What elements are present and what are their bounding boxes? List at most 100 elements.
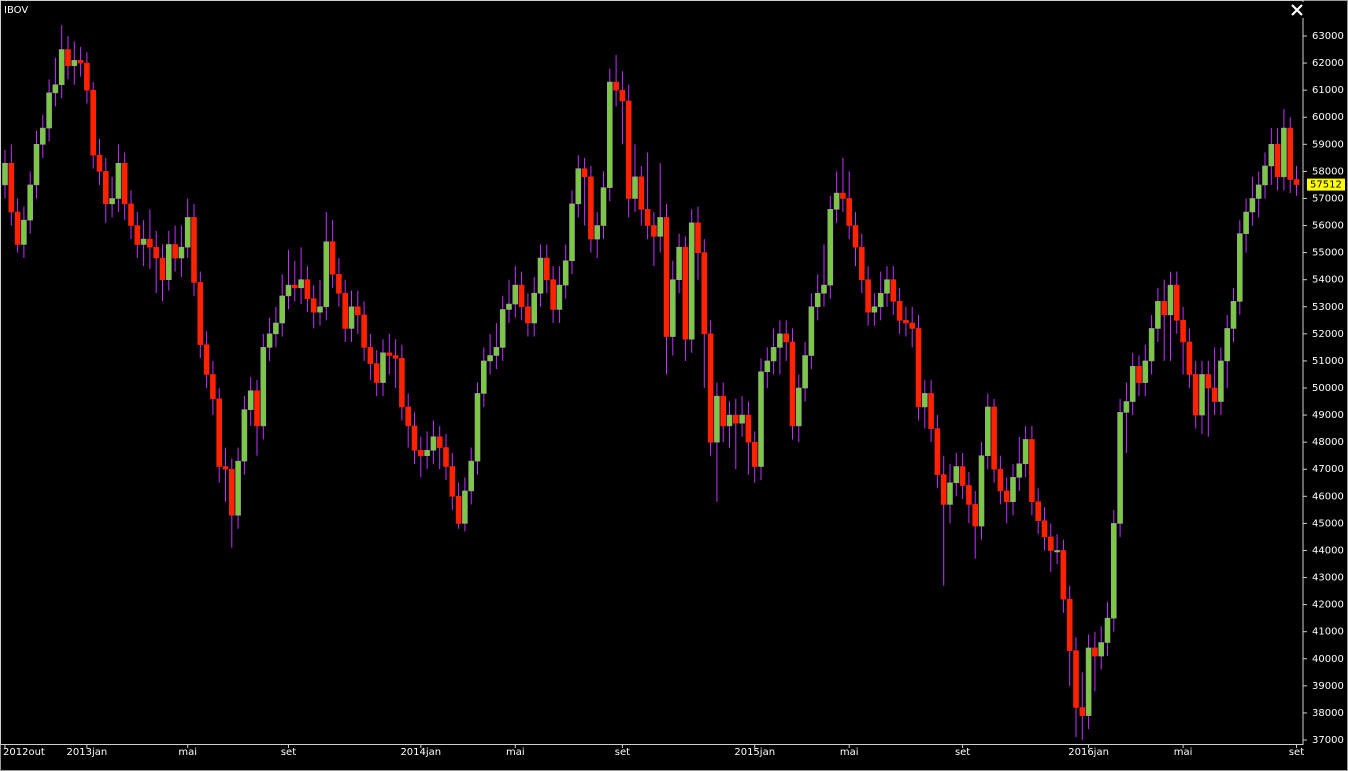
candle-body: [260, 347, 267, 427]
candle-body: [65, 49, 71, 67]
candle-body: [115, 162, 122, 199]
candle-body: [1205, 374, 1212, 389]
candle-body: [940, 474, 947, 505]
candle-body: [499, 309, 506, 348]
x-tick-label: set: [955, 747, 970, 758]
candle-body: [487, 355, 493, 362]
candle-body: [858, 246, 865, 280]
candle-body: [871, 306, 878, 313]
candle-body: [1092, 647, 1098, 657]
candle-body: [191, 217, 197, 283]
candle-body: [329, 241, 336, 275]
candle-body: [266, 333, 273, 348]
last-price-box: [1307, 178, 1345, 191]
candle-body: [424, 449, 430, 456]
candle-body: [128, 203, 134, 226]
candle-body: [764, 360, 771, 373]
candle-body: [1218, 360, 1224, 402]
candle-body: [1098, 642, 1104, 657]
candle-body: [417, 449, 424, 456]
candle-body: [1010, 477, 1016, 503]
candle-body: [569, 203, 575, 262]
candle-body: [140, 238, 147, 245]
candle-body: [222, 466, 229, 470]
y-tick-label: 58000: [1312, 166, 1344, 177]
candle-body: [821, 284, 827, 294]
candle-body: [52, 84, 59, 94]
candle-body: [814, 292, 821, 308]
candle-body: [1003, 490, 1010, 503]
candle-body: [997, 468, 1004, 492]
candle-body: [373, 363, 380, 383]
x-tick-label: set: [1289, 747, 1304, 758]
candle-body: [1224, 328, 1230, 362]
candle-body: [701, 252, 708, 335]
candle-body: [14, 211, 21, 245]
candle-body: [915, 328, 922, 408]
candle-body: [745, 414, 752, 443]
x-tick-label: set: [281, 747, 296, 758]
candle-body: [462, 490, 468, 524]
candle-body: [1268, 144, 1275, 167]
candle-body: [380, 352, 386, 383]
candle-body: [21, 219, 27, 245]
y-tick-label: 39000: [1312, 681, 1344, 692]
candle-body: [934, 428, 941, 475]
x-tick-label: 2016jan: [1068, 747, 1109, 758]
y-tick-label: 59000: [1312, 139, 1344, 150]
candle-body: [732, 414, 739, 424]
y-tick-label: 61000: [1312, 85, 1344, 96]
y-tick-label: 53000: [1312, 302, 1344, 313]
candle-body: [147, 238, 153, 248]
y-tick-label: 46000: [1312, 491, 1344, 502]
candle-body: [405, 406, 412, 427]
x-tick-label: 2014jan: [400, 747, 441, 758]
candle-body: [1211, 387, 1218, 402]
candle-body: [1174, 284, 1180, 321]
candle-body: [443, 447, 449, 467]
candle-body: [651, 225, 657, 237]
candle-body: [575, 168, 582, 205]
candle-body: [770, 347, 777, 362]
candle-body: [367, 347, 374, 364]
candle-body: [638, 176, 645, 210]
candle-body: [411, 425, 418, 451]
candle-body: [789, 341, 796, 427]
candle-body: [493, 347, 500, 356]
candle-body: [877, 292, 884, 308]
y-tick-label: 42000: [1312, 600, 1344, 611]
y-tick-label: 63000: [1312, 31, 1344, 42]
candle-body: [947, 482, 953, 505]
candle-body: [58, 49, 65, 86]
candle-body: [279, 295, 286, 324]
close-button[interactable]: [1289, 2, 1305, 18]
candle-body: [172, 244, 178, 259]
candle-body: [1123, 401, 1130, 413]
candle-body: [896, 301, 903, 321]
candle-body: [1041, 520, 1048, 538]
candle-body: [632, 176, 638, 199]
candle-body: [1048, 536, 1054, 551]
candle-body: [606, 81, 613, 188]
close-icon[interactable]: [1291, 4, 1303, 16]
candle-body: [468, 460, 475, 492]
candle-body: [1111, 523, 1117, 619]
candle-body: [531, 292, 538, 324]
candle-body: [121, 162, 128, 205]
candle-body: [991, 406, 997, 470]
y-tick-label: 52000: [1312, 329, 1344, 340]
candle-body: [1117, 412, 1123, 524]
candle-body: [8, 162, 15, 213]
candle-body: [739, 414, 745, 424]
candle-body: [959, 466, 966, 486]
x-tick-label: mai: [506, 747, 525, 758]
candle-body: [1073, 650, 1079, 708]
candle-body: [1129, 366, 1136, 402]
candle-body: [285, 284, 292, 297]
candle-body: [1199, 374, 1205, 416]
candle-body: [978, 455, 985, 527]
candle-body: [1243, 211, 1249, 234]
x-tick-label: mai: [840, 747, 859, 758]
y-tick-label: 45000: [1312, 518, 1344, 529]
